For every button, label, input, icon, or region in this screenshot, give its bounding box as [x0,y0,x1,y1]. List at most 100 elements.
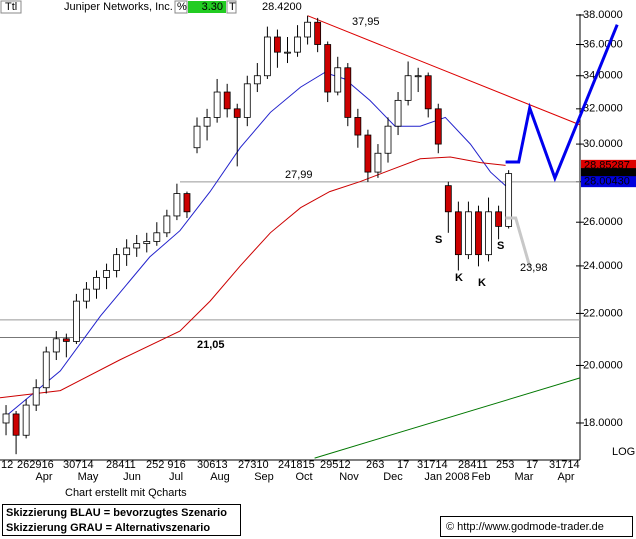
x-month-label: Mar [515,471,534,483]
candle-body [243,83,251,118]
price-box-label: 28.00430 [584,176,630,188]
candle-body [384,125,392,154]
candle-body [505,173,513,227]
candle-body [434,108,442,145]
candle-body [334,67,342,93]
y-tick-label: 26.0000 [583,216,623,228]
x-month-label: Dec [383,471,403,483]
candle-body [374,152,382,173]
x-day-label: 17 [526,459,538,471]
candle-body [424,75,432,110]
x-month-label: Feb [472,471,491,483]
candle-body [475,211,482,256]
x-day-label: 28411 [458,459,488,471]
y-tick-label: 24.0000 [583,260,623,272]
annotation: 23,98 [520,262,548,274]
candle-body [364,134,372,173]
trend-line [314,377,581,459]
candle-body [163,215,171,234]
x-month-label: Sep [254,471,274,483]
candle-body [444,185,452,213]
candle-body [193,125,201,149]
candle-body [83,288,90,302]
candle-body [263,36,271,77]
x-day-label: 17 [397,459,409,471]
candle-body [414,75,422,78]
candle-body [294,36,301,53]
candle-body [133,243,141,249]
t-label: T [229,1,236,13]
scenario-path [505,24,619,183]
y-tick-label: 38.0000 [583,9,623,21]
candle-body [2,413,10,424]
x-day-label: 30613 [197,459,228,471]
candle-body [103,270,110,278]
candle-body [42,351,50,389]
scale-label: LOG [612,446,635,458]
pct-box [174,0,188,14]
y-tick-label: 32.0000 [583,103,623,115]
copyright-link[interactable]: © http://www.godmode-trader.de [446,521,604,533]
candle-body [173,193,181,217]
moving-average [0,156,506,399]
candle-body [253,75,261,85]
candle-body [495,211,502,227]
annotation: 21,05 [197,339,225,351]
price-box [581,168,636,180]
price-box [581,159,636,171]
candle-body [274,36,281,53]
y-tick-label: 22.0000 [583,307,623,319]
x-day-label: 31714 [549,459,580,471]
legend-blue: Skizzierung BLAU = bevorzugtes Szenario [6,507,227,519]
candle-body [72,300,80,342]
x-day-label: 30714 [63,459,94,471]
y-tick-label: 18.0000 [583,417,623,429]
x-month-label: Apr [35,471,52,483]
x-month-label: Aug [210,471,230,483]
trend-line [307,15,581,126]
y-tick-label: 20.0000 [583,359,623,371]
x-day-label: 241815 [278,459,315,471]
stock-name: Juniper Networks, Inc. [64,1,173,13]
x-day-label: 31714 [417,459,448,471]
price-box [581,176,636,188]
legend-gray: Skizzierung GRAU = Alternativszenario [6,522,210,534]
moving-average [4,71,506,418]
candle-body [304,21,311,38]
plot: 18.0000 20.0000 22.0000 24.0000 26.0000 28.00… [0,9,636,483]
candle-body [123,247,131,256]
annotation: 37,95 [352,16,380,28]
change: 3.30 [202,1,223,13]
change-box [188,1,226,13]
x-month-label: Jan 2008 [424,471,469,483]
x-month-label: Jul [169,471,183,483]
candle-body [394,99,402,127]
candle-body [62,338,70,342]
candle-body [223,91,231,110]
symbol-box [0,0,22,14]
x-day-label: 27310 [238,459,269,471]
y-tick-label: 36.0000 [583,38,623,50]
candle-body [12,413,20,436]
legend-box [2,504,241,536]
candle-body [32,387,40,406]
candle-body [113,254,121,271]
last-price: 28.4200 [262,1,302,13]
x-month-label: Oct [295,471,312,483]
y-tick-label: 30.0000 [583,138,623,150]
annotation: S [497,240,504,252]
candle-body [284,51,291,54]
candle-body [22,404,30,436]
annotation: K [455,272,463,284]
candle-body [354,117,362,136]
candle-body [203,117,211,127]
candle-body [233,108,241,118]
candle-body [183,193,191,213]
candle-body [93,277,100,290]
candle-body [143,241,151,245]
candle-body [344,67,352,118]
scenario-path [505,216,532,267]
symbol: Ttl [5,1,17,13]
